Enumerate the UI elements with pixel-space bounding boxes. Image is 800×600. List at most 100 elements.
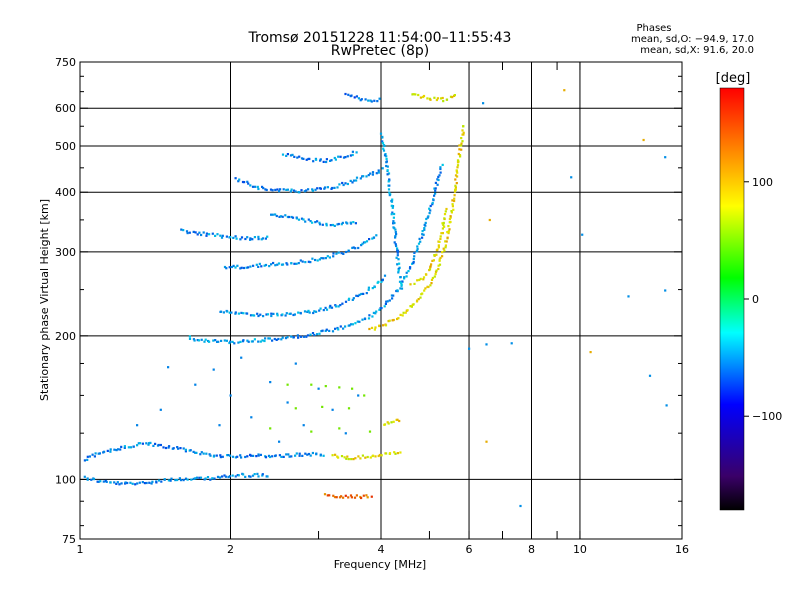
echo-point xyxy=(186,478,189,481)
echo-point xyxy=(98,452,101,455)
echo-point xyxy=(341,302,344,305)
echo-point xyxy=(266,313,270,316)
echo-point xyxy=(238,178,241,181)
echo-point xyxy=(178,477,181,480)
echo-point xyxy=(204,477,207,480)
echo-point xyxy=(312,311,315,315)
echo-point xyxy=(361,318,364,321)
echo-point xyxy=(386,421,389,424)
echo-point xyxy=(365,175,368,178)
echo-point xyxy=(209,454,212,457)
echo-point xyxy=(398,266,401,269)
echo-point xyxy=(337,328,340,331)
echo-point xyxy=(443,217,446,220)
echo-point xyxy=(429,204,432,208)
echo-point xyxy=(240,311,243,314)
echo-point xyxy=(268,265,271,268)
echo-point xyxy=(281,336,284,339)
echo-point xyxy=(199,476,203,479)
echo-point xyxy=(325,308,329,311)
echo-point xyxy=(287,453,290,456)
echo-point xyxy=(242,473,245,476)
echo-point xyxy=(438,263,442,266)
echo-point xyxy=(314,188,317,191)
echo-point xyxy=(396,418,399,421)
echo-point xyxy=(444,240,447,243)
echo-point xyxy=(510,342,513,345)
echo-point xyxy=(269,381,272,384)
echo-point xyxy=(371,173,374,176)
echo-point xyxy=(250,416,253,419)
echo-point xyxy=(441,163,444,166)
echo-point xyxy=(167,366,170,369)
echo-point xyxy=(383,144,386,147)
echo-point xyxy=(274,454,277,457)
echo-point xyxy=(399,451,402,454)
echo-point xyxy=(204,338,207,341)
echo-point xyxy=(347,458,350,461)
echo-point xyxy=(307,452,311,456)
echo-point xyxy=(219,234,222,237)
echo-point xyxy=(325,160,328,164)
echo-point xyxy=(213,454,216,457)
echo-point xyxy=(450,211,453,214)
echo-point xyxy=(422,276,426,279)
echo-point xyxy=(351,246,354,249)
echo-point xyxy=(325,328,328,331)
echo-point xyxy=(392,220,395,223)
echo-point xyxy=(293,155,296,158)
echo-point xyxy=(286,336,289,339)
echo-point xyxy=(424,273,428,276)
echo-point xyxy=(248,475,251,478)
echo-point xyxy=(90,478,93,481)
echo-point xyxy=(456,159,460,162)
echo-point xyxy=(403,277,406,280)
echo-point xyxy=(240,236,244,239)
echo-point xyxy=(182,479,185,482)
echo-point xyxy=(194,231,197,234)
echo-point xyxy=(105,480,108,483)
echo-point xyxy=(350,94,353,97)
echo-point xyxy=(399,287,402,290)
echo-point xyxy=(388,179,391,182)
echo-point xyxy=(252,454,255,457)
echo-point xyxy=(379,132,383,135)
echo-point xyxy=(435,269,438,272)
echo-point xyxy=(429,284,432,287)
echo-point xyxy=(330,159,333,162)
echo-point xyxy=(249,184,252,187)
echo-point xyxy=(155,481,158,484)
echo-point xyxy=(268,455,272,459)
echo-point xyxy=(369,172,372,175)
echo-point xyxy=(160,480,163,483)
echo-point xyxy=(221,475,224,478)
echo-point xyxy=(439,256,442,259)
echo-point xyxy=(236,455,239,458)
echo-point xyxy=(412,93,415,96)
echo-point xyxy=(318,309,321,312)
echo-point xyxy=(290,215,293,219)
echo-point xyxy=(310,383,313,386)
echo-point xyxy=(648,374,652,377)
echo-point xyxy=(364,98,367,101)
echo-point xyxy=(434,270,438,273)
echo-point xyxy=(380,280,383,283)
echo-point xyxy=(375,234,378,237)
phases-heading: Phases xyxy=(636,23,671,34)
echo-point xyxy=(378,97,381,100)
echo-point xyxy=(372,454,375,457)
echo-point xyxy=(377,280,380,283)
echo-point xyxy=(398,419,401,423)
echo-point xyxy=(400,283,403,286)
y-tick-label: 500 xyxy=(55,140,76,153)
echo-point xyxy=(278,215,281,218)
echo-point xyxy=(366,496,369,499)
echo-point xyxy=(324,257,327,260)
echo-point xyxy=(360,496,363,500)
echo-point xyxy=(340,495,343,498)
echo-point xyxy=(435,98,438,102)
y-tick-label: 75 xyxy=(62,533,76,546)
echo-point xyxy=(249,237,252,240)
echo-point xyxy=(312,160,315,163)
echo-point xyxy=(453,194,456,197)
